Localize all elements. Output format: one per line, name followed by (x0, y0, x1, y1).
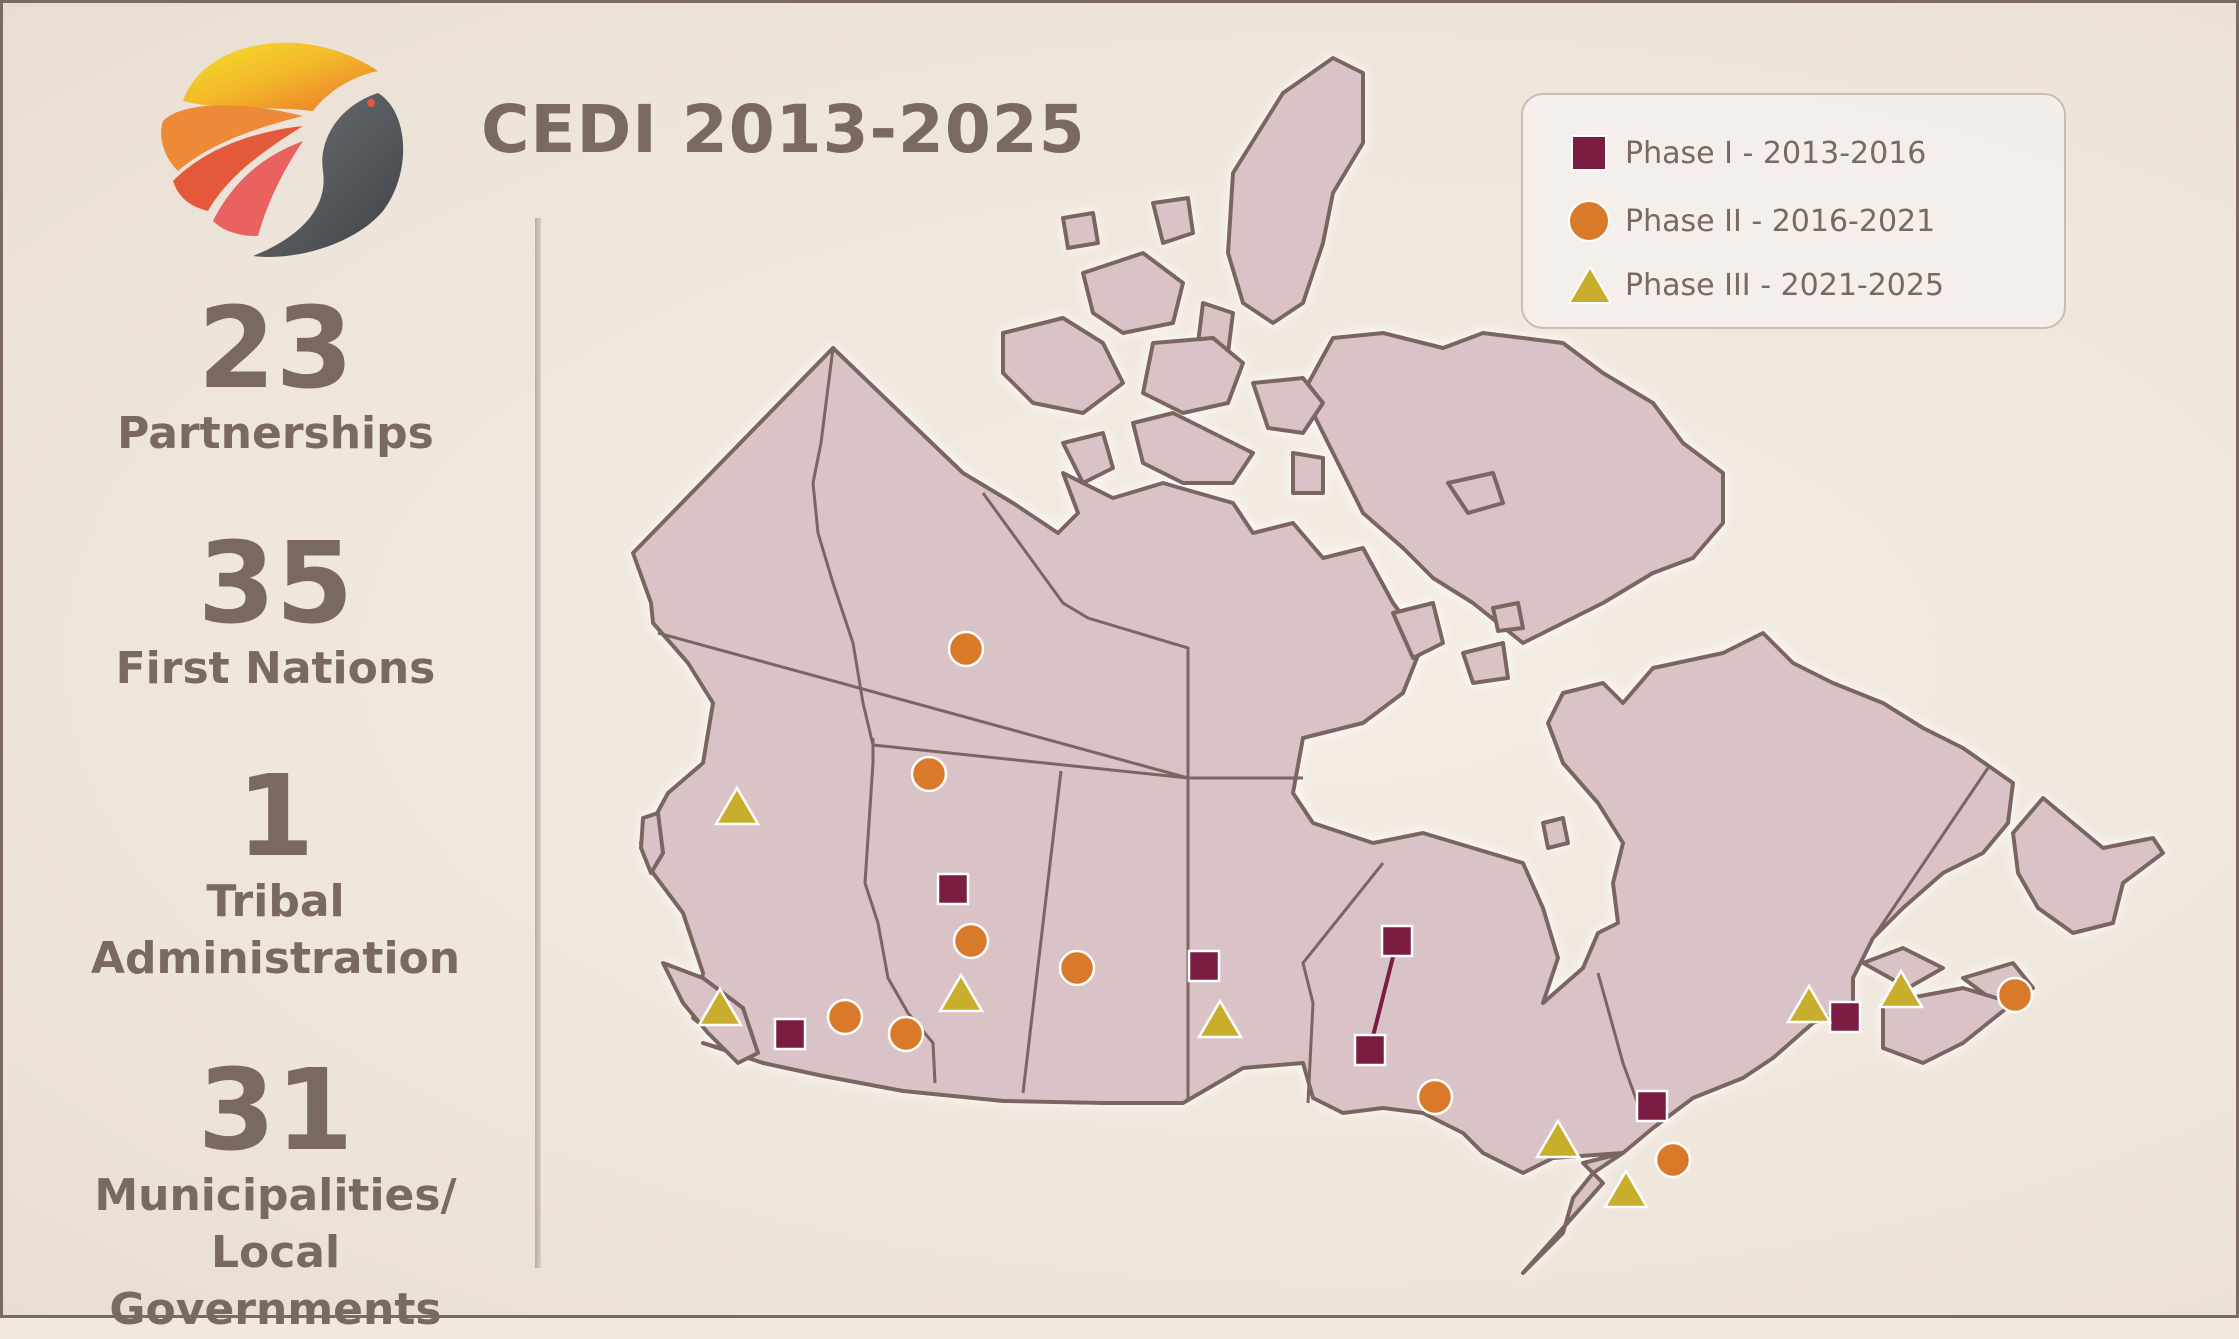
phase-2-marker (910, 755, 948, 793)
border-manitoba-ontario (1301, 862, 1385, 1104)
page-title: CEDI 2013-2025 (481, 91, 1086, 168)
phase-2-marker (952, 922, 990, 960)
phase-3-marker (713, 785, 761, 826)
legend-label: Phase I - 2013-2016 (1625, 135, 1927, 171)
markers (696, 630, 2034, 1209)
stat-partnerships: 23 Partnerships (43, 293, 508, 462)
phase-3-marker (696, 986, 744, 1027)
canada-map (631, 56, 2165, 1275)
stat-label-line-1: Tribal (206, 876, 345, 927)
legend-label: Phase III - 2021-2025 (1625, 267, 1945, 303)
phase-2-marker (947, 630, 985, 668)
phase-2-marker (1654, 1141, 1692, 1179)
stat-first-nations: 35 First Nations (43, 528, 508, 697)
phase-1-marker (773, 1017, 807, 1051)
border-alberta-sask (1021, 770, 1063, 1094)
border-nwt-nunavut (981, 492, 1190, 778)
phase-1-marker (1380, 924, 1414, 958)
phase-2-marker (887, 1015, 925, 1053)
phase-1-marker (1353, 1033, 1387, 1067)
stat-number: 23 (197, 284, 354, 414)
circle-icon (1567, 199, 1611, 243)
phase-3-marker (1534, 1118, 1582, 1159)
stat-label-line-1: Municipalities/ (94, 1170, 457, 1221)
phase-3-marker (1877, 968, 1925, 1009)
phase-3-marker (1602, 1168, 1650, 1209)
stat-number: 31 (197, 1046, 354, 1176)
phase-2-marker (1996, 976, 2034, 1014)
stat-number: 35 (197, 519, 354, 649)
legend-item-phase-3: Phase III - 2021-2025 (1567, 263, 1944, 307)
border-quebec-labrador (1871, 767, 1990, 939)
phase-1-marker (1828, 1000, 1862, 1034)
stat-tribal-administration: 1 Tribal Administration (43, 761, 508, 987)
legend-label: Phase II - 2016-2021 (1625, 203, 1936, 239)
legend-item-phase-2: Phase II - 2016-2021 (1567, 199, 1935, 243)
border-bc-alberta (863, 762, 937, 1084)
mainland (631, 346, 2015, 1275)
stat-label: First Nations (115, 643, 436, 694)
stat-municipalities: 31 Municipalities/ Local Governments (43, 1055, 508, 1339)
stat-number: 1 (236, 752, 315, 882)
divider (535, 218, 541, 1268)
phase-2-marker (1416, 1078, 1454, 1116)
cedi-logo-icon (161, 42, 404, 257)
phase-3-marker (1785, 983, 1833, 1024)
phase-1-marker (1187, 949, 1221, 983)
phase-3-marker (937, 972, 985, 1013)
stat-label: Partnerships (117, 408, 434, 459)
legend-item-phase-1: Phase I - 2013-2016 (1567, 131, 1926, 175)
border-yukon-bc (657, 631, 1189, 780)
border-yukon-nwt (811, 347, 875, 746)
phase-1-marker (936, 872, 970, 906)
triangle-icon (1567, 263, 1611, 307)
legend: Phase I - 2013-2016 Phase II - 2016-2021… (1521, 93, 2066, 329)
phase-1-marker (1635, 1089, 1669, 1123)
phase-2-marker (1058, 949, 1096, 987)
phase-2-marker (826, 998, 864, 1036)
phase-3-marker (1196, 998, 1244, 1039)
square-icon (1567, 131, 1611, 175)
stat-label-line-2: Administration (90, 933, 461, 985)
connector-line (1368, 940, 1399, 1049)
